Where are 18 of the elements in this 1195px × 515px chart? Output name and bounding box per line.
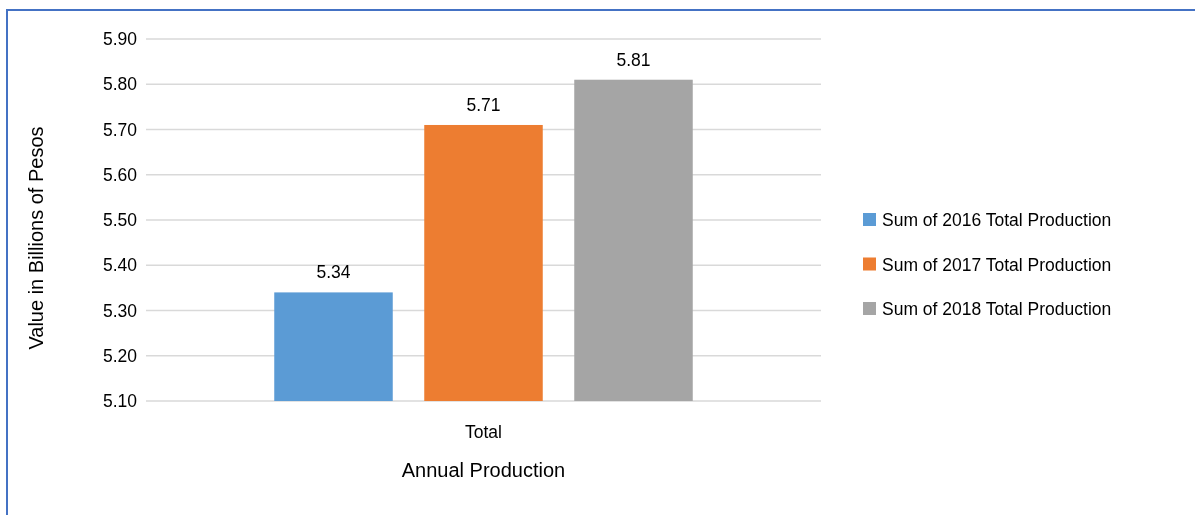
y-tick-label: 5.60 bbox=[102, 164, 138, 185]
legend-label: Sum of 2018 Total Production bbox=[882, 299, 1112, 320]
legend-label: Sum of 2016 Total Production bbox=[882, 210, 1112, 231]
data-label: 5.71 bbox=[466, 94, 501, 115]
y-axis-title: Value in Billions of Pesos bbox=[25, 126, 47, 350]
y-tick-label: 5.40 bbox=[102, 255, 138, 276]
y-tick-label: 5.70 bbox=[102, 119, 138, 140]
y-tick-label: 5.90 bbox=[102, 29, 138, 50]
x-tick-label: Total bbox=[465, 422, 502, 442]
y-tick-label: 5.50 bbox=[102, 210, 138, 231]
data-label: 5.34 bbox=[316, 262, 351, 283]
x-axis-title: Annual Production bbox=[401, 459, 566, 481]
data-label: 5.81 bbox=[616, 49, 651, 70]
y-tick-label: 5.30 bbox=[102, 300, 138, 321]
y-tick-label: 5.20 bbox=[102, 345, 138, 366]
y-tick-label: 5.10 bbox=[102, 391, 138, 412]
legend-label: Sum of 2017 Total Production bbox=[882, 254, 1112, 275]
y-tick-label: 5.80 bbox=[102, 74, 138, 95]
